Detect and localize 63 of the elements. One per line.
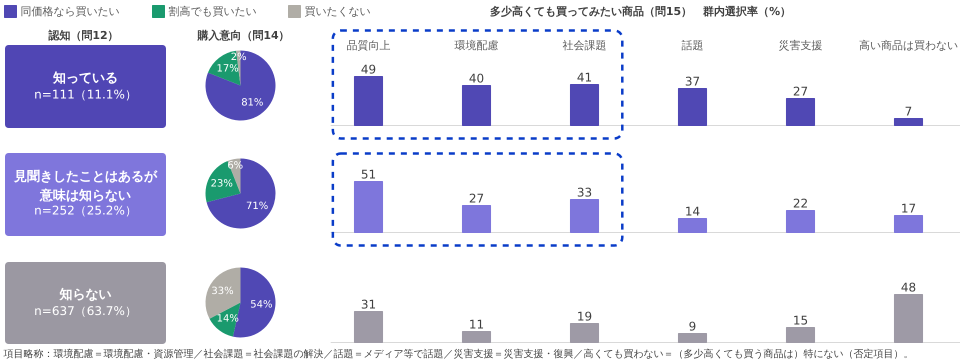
bar [894,215,924,233]
legend-label: 買いたくない [304,5,370,18]
data-label: 17 [900,202,916,216]
data-label: 11 [468,318,484,332]
data-label: 23% [210,178,233,190]
text: 知っている [52,71,118,86]
x-tick-label: 話題 [682,39,704,52]
data-label: 14 [684,204,700,218]
bar [786,327,816,343]
bar [462,205,492,233]
text: 見聞きしたことはあるが意味は知らない [13,170,158,204]
bar [570,323,600,343]
bar [894,294,924,343]
data-label: 14% [216,314,239,325]
text: 認知（問12） [47,29,119,42]
text: n=252（25.2%） [34,204,137,218]
bar [354,181,384,233]
bar [678,333,708,343]
data-label: 33% [211,286,234,298]
x-tick-label: 環境配慮 [454,39,498,52]
text: 購入意向（問14） [196,29,290,42]
data-label: 7 [904,104,912,118]
data-label: 37 [684,74,700,88]
data-label: 17% [216,63,239,74]
data-label: 81% [241,97,264,108]
bar [678,88,708,126]
x-tick-label: 社会課題 [562,39,606,52]
x-tick-label: 高い商品は買わない [859,39,958,52]
text: n=637（63.7%） [34,304,137,318]
bar [894,118,924,126]
text: 知らない [58,288,112,302]
data-label: 33 [576,186,592,200]
x-tick-label: 品質向上 [346,39,390,52]
x-tick-label: 災害支援 [778,39,822,52]
data-label: 54% [250,299,272,310]
bar [786,210,816,233]
data-label: 71% [246,200,268,212]
data-label: 27 [792,84,808,98]
data-label: 2% [230,52,247,64]
data-label: 15 [792,314,808,328]
data-label: 51 [360,168,376,182]
data-label: 22 [792,196,808,210]
bar [570,199,600,233]
bar [354,76,384,126]
data-label: 9 [688,320,696,334]
data-label: 49 [360,62,376,76]
bar [786,98,816,126]
data-label: 40 [468,72,484,86]
text: n=111（11.1%） [34,88,137,102]
chart-title: 多少高くても買ってみたい商品（問15） 群内選択率（%） [490,5,792,18]
bar [354,311,384,343]
data-label: 27 [468,192,484,206]
legend-label: 同価格なら買いたい [20,5,120,18]
bar [678,218,708,233]
data-label: 48 [900,280,916,294]
data-label: 19 [576,310,592,324]
bar [462,85,492,126]
data-label: 41 [576,70,592,84]
data-label: 31 [360,298,376,312]
legend-label: 割高でも買いたい [168,5,256,18]
bar [462,331,492,343]
text: 項目略称：環境配慮＝環境配慮・資源管理／社会課題＝社会課題の解決／話題＝メディア等で話題／災害支援＝災害支援・復興／高くても買わない＝（多少高くても買う商品は）特にない（否定項目）。 [4,348,914,360]
bar [570,84,600,126]
